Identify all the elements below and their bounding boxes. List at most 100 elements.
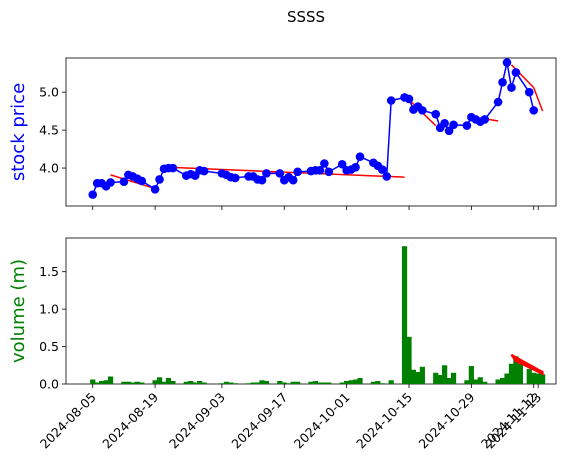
volume-bar — [344, 381, 350, 384]
volume-bar — [352, 379, 359, 384]
volume-bar — [223, 381, 229, 384]
price-point — [324, 167, 334, 177]
volume-bar — [464, 380, 470, 384]
volume-bar — [450, 372, 457, 384]
volume-x-tick-label: 2024-10-15 — [353, 390, 415, 452]
volume-bar — [517, 363, 523, 384]
price-point — [386, 96, 396, 105]
price-point — [119, 177, 129, 187]
price-x-ticks — [92, 206, 539, 210]
price-y-tick-label: 5.0 — [39, 85, 59, 100]
price-panel: 4.0 4.5 5.0 stock price — [8, 57, 557, 210]
volume-bar — [357, 378, 363, 384]
volume-x-ticks: 2024-08-05 2024-08-19 2024-09-03 2024-09-17… — [37, 384, 544, 451]
volume-bar — [192, 382, 198, 384]
price-point — [257, 175, 267, 185]
volume-bar — [401, 246, 408, 384]
volume-bar — [170, 381, 176, 384]
price-point — [230, 173, 240, 183]
volume-bar — [290, 381, 296, 384]
volume-bar — [254, 382, 261, 384]
volume-bar — [232, 383, 238, 384]
price-y-axis-label: stock price — [8, 83, 29, 181]
volume-bar — [339, 382, 345, 384]
volume-bar — [286, 383, 292, 384]
price-point — [529, 106, 539, 115]
volume-x-tick-label: 2024-10-29 — [416, 389, 478, 451]
volume-bar — [107, 376, 114, 384]
price-point — [444, 126, 454, 136]
volume-bar — [130, 382, 136, 384]
volume-trend-wedge — [510, 353, 544, 376]
volume-bar — [94, 382, 100, 384]
volume-bar — [139, 382, 145, 384]
price-point — [404, 94, 414, 104]
price-point — [524, 87, 534, 97]
volume-bar — [183, 381, 189, 384]
volume-bar — [535, 373, 541, 384]
price-point — [199, 166, 209, 176]
price-point — [511, 68, 521, 77]
volume-y-tick-label: 0.0 — [39, 377, 59, 392]
price-point — [150, 185, 160, 194]
price-point — [449, 120, 458, 130]
price-trend-segment — [533, 87, 544, 112]
price-point — [493, 97, 503, 107]
volume-bar — [250, 382, 256, 384]
price-point — [262, 169, 271, 178]
volume-bar — [442, 365, 448, 384]
price-y-tick-label: 4.5 — [39, 123, 59, 138]
volume-bar — [504, 373, 510, 384]
price-point — [355, 152, 365, 161]
volume-x-tick-label: 2024-09-17 — [228, 390, 290, 452]
price-point — [288, 175, 298, 185]
volume-bar — [526, 369, 532, 384]
price-y-tick-label: 4.0 — [39, 161, 59, 176]
volume-bar — [295, 381, 301, 384]
volume-bar — [134, 381, 140, 384]
price-plot-frame — [65, 57, 557, 207]
volume-bar — [263, 381, 270, 384]
volume-bar — [508, 363, 515, 384]
volume-bar — [415, 372, 421, 384]
volume-plot-frame — [65, 237, 557, 385]
volume-bar — [499, 378, 506, 384]
price-point — [106, 178, 115, 187]
price-point — [320, 159, 329, 168]
volume-bar — [348, 380, 354, 384]
volume-bar — [317, 382, 323, 384]
price-point — [440, 118, 449, 128]
volume-trend-line — [510, 353, 544, 376]
volume-bar — [370, 381, 376, 384]
figure-title: SSSS — [287, 8, 325, 26]
volume-bar — [433, 372, 439, 384]
volume-bar — [468, 366, 474, 384]
volume-bar — [246, 383, 252, 384]
price-series — [88, 58, 539, 199]
price-point — [155, 175, 164, 184]
price-point — [431, 109, 441, 119]
volume-bar — [121, 381, 127, 384]
price-point — [507, 83, 516, 92]
volume-y-axis-label: volume (m) — [8, 259, 29, 363]
volume-y-tick-label: 1.5 — [39, 264, 59, 279]
price-point — [168, 163, 178, 173]
price-point — [502, 58, 512, 67]
price-point — [480, 115, 490, 124]
volume-bar — [312, 381, 319, 384]
price-point — [275, 169, 285, 178]
volume-bar — [419, 366, 425, 384]
volume-x-tick-label: 2024-10-01 — [291, 390, 353, 452]
volume-bar — [495, 379, 501, 384]
volume-y-tick-label: 1.0 — [39, 302, 59, 317]
price-point — [137, 176, 147, 186]
volume-x-tick-label: 2024-08-05 — [37, 390, 99, 452]
volume-bar — [406, 336, 412, 384]
price-point — [88, 190, 98, 199]
price-point — [377, 165, 387, 174]
volume-bar — [388, 380, 394, 384]
price-point — [337, 159, 347, 169]
volume-bar — [277, 381, 283, 384]
volume-bar — [326, 382, 332, 384]
